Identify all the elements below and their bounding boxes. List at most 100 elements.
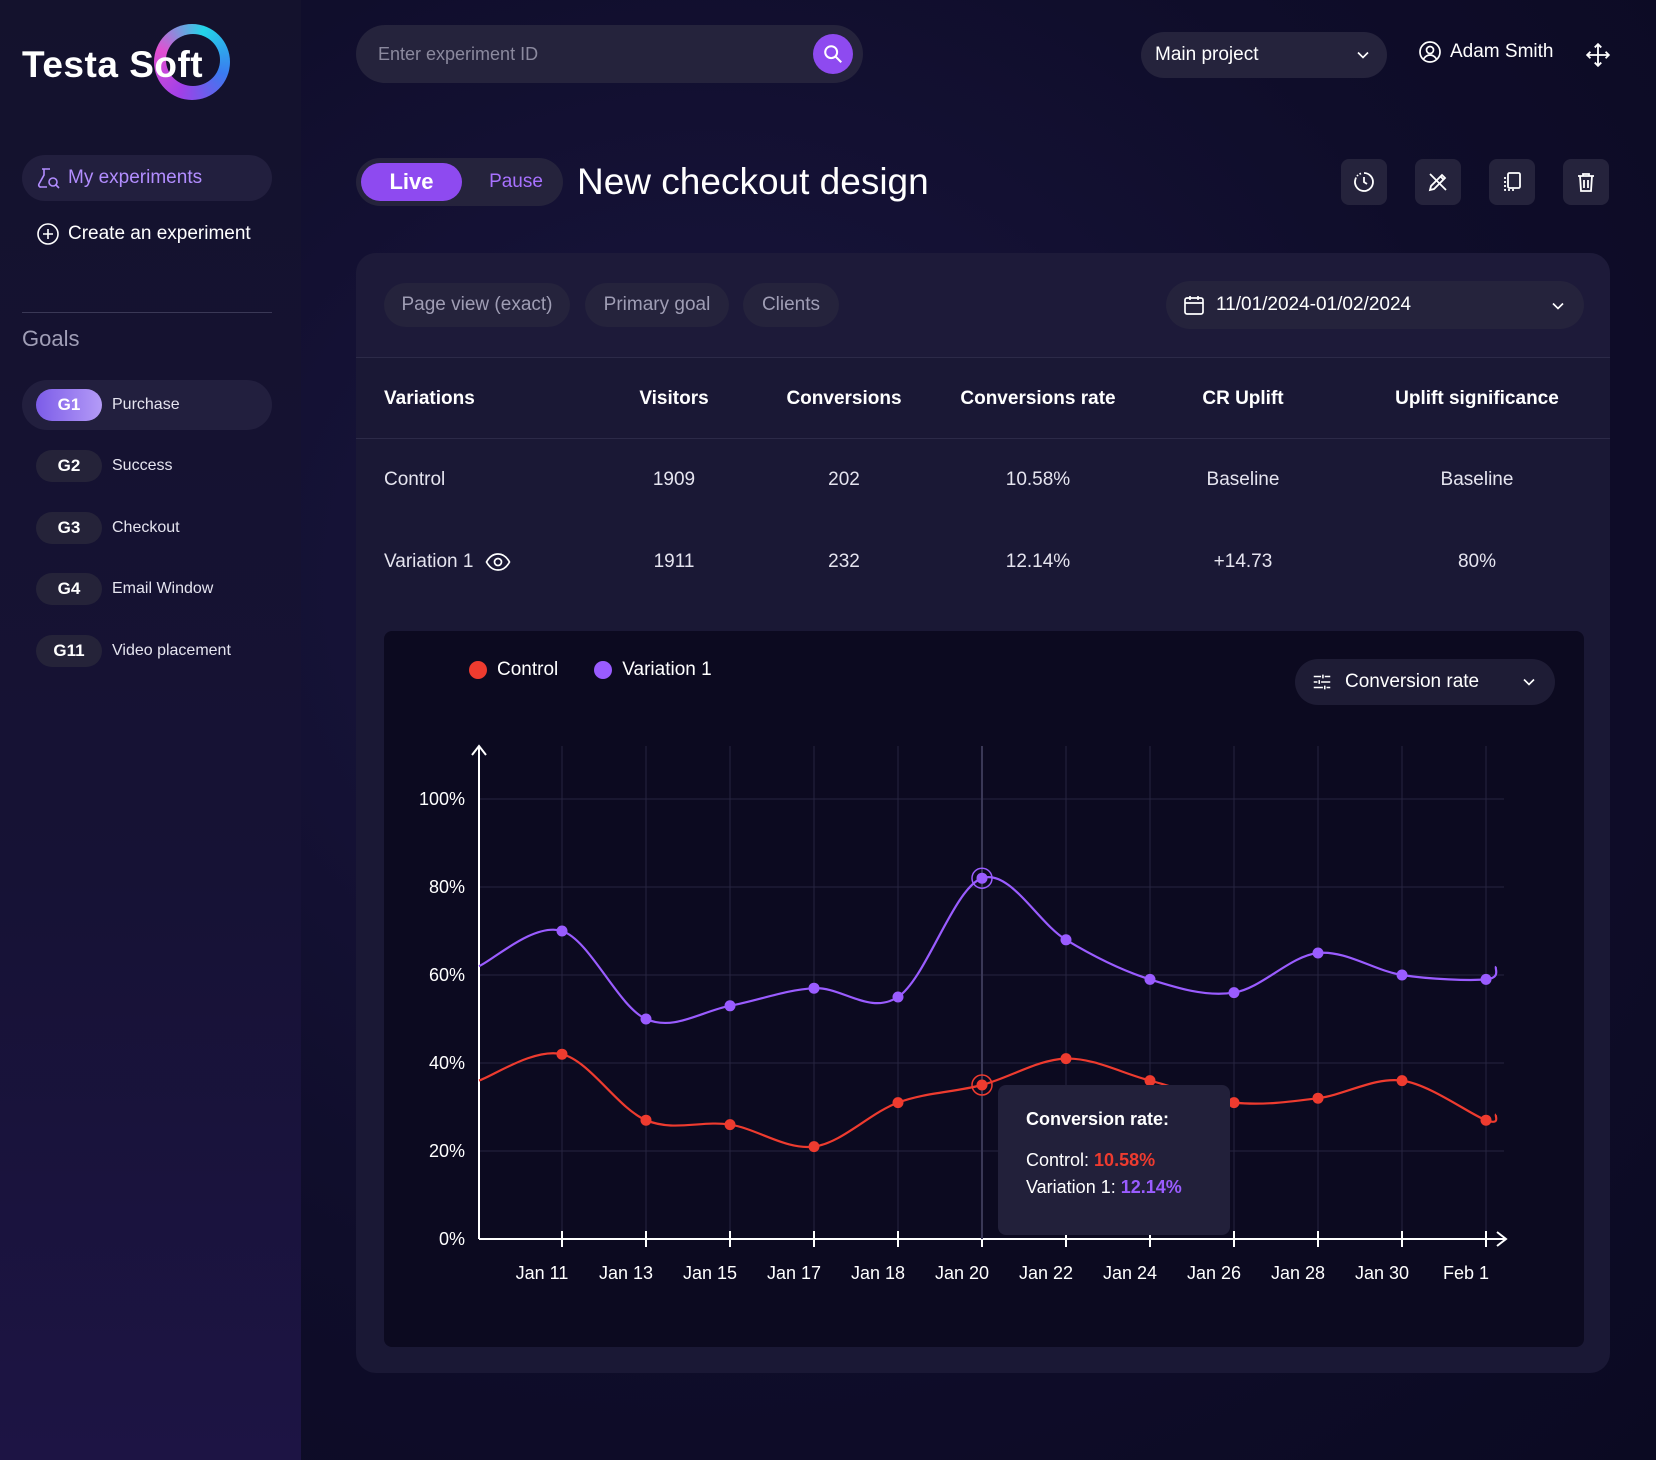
data-point [892,1097,904,1109]
search-input[interactable] [378,43,798,65]
data-point [976,1079,988,1091]
x-tick-label: Jan 26 [1187,1263,1241,1283]
page-title: New checkout design [577,161,929,202]
filter-chip-clients[interactable]: Clients [743,283,839,327]
data-point [1312,1092,1324,1104]
data-point [640,1114,652,1126]
x-tick-label: Jan 15 [683,1263,737,1283]
calendar-icon [1182,293,1206,317]
chart-card: 0% 20% 40% 60% 80% 100% Jan 11 Jan 13 Jan 15 Jan … [384,631,1584,1347]
plus-circle-icon [36,222,60,246]
clock-dashed-icon [1354,172,1374,192]
search-button[interactable] [813,34,853,74]
filter-chip-primary-goal[interactable]: Primary goal [585,283,729,327]
live-toggle-button[interactable]: Live [361,163,462,201]
pause-toggle-button[interactable]: Pause [489,171,543,192]
data-point [1228,987,1240,999]
edit-button[interactable] [1415,159,1461,205]
logo[interactable]: Testa Soft [22,22,242,102]
legend-label: Control [497,659,559,680]
experiments-icon [36,166,60,190]
sliders-icon [1311,671,1333,693]
data-point [1312,947,1324,959]
sidebar: Testa Soft My experiments Create an expe… [0,0,301,1460]
goal-label: Success [112,457,173,474]
variation-name: Control [384,469,446,490]
goal-badge: G11 [36,635,102,667]
goal-item-g4[interactable]: G4 Email Window [22,564,272,614]
project-select[interactable]: Main project [1141,32,1387,78]
y-tick-label: 20% [429,1141,465,1161]
tooltip-control-value: 10.58% [1094,1150,1156,1170]
data-point [1060,1053,1072,1065]
goal-label: Video placement [112,642,231,659]
legend-dot-icon [469,661,487,679]
x-tick-label: Jan 11 [516,1263,569,1283]
data-point [556,1048,568,1060]
goals-title: Goals [22,326,80,351]
filter-chip-page-view[interactable]: Page view (exact) [384,283,570,327]
y-tick-label: 60% [429,965,465,985]
x-tick-label: Jan 13 [599,1263,653,1283]
y-tick-label: 80% [429,877,465,897]
table-row[interactable]: Control 1909 202 10.58% Baseline Baselin… [356,439,1610,521]
legend-dot-icon [594,661,613,679]
nav-create-experiment[interactable]: Create an experiment [22,211,272,257]
data-point [1396,969,1408,981]
uplift-significance-cell: Baseline [1440,469,1514,490]
nav-label: Create an experiment [68,223,251,244]
legend-item-control[interactable]: Control [469,659,558,681]
x-tick-label: Jan 30 [1355,1263,1409,1283]
cr-uplift-cell: Baseline [1206,469,1280,490]
data-point [640,1013,652,1025]
goal-badge: G2 [36,450,102,482]
nav-my-experiments[interactable]: My experiments [22,155,272,201]
goal-item-g3[interactable]: G3 Checkout [22,503,272,553]
move-expand-icon[interactable] [1585,42,1611,73]
data-point [808,1141,820,1153]
tooltip-control-label: Control: [1026,1150,1090,1170]
nav-label: My experiments [68,167,203,188]
data-point [1060,934,1072,946]
goal-item-g1[interactable]: G1 Purchase [22,380,272,430]
data-point [556,925,568,937]
table-row[interactable]: Variation 1 1911 232 12.14% +14.73 80% [356,521,1610,603]
x-tick-label: Jan 24 [1103,1263,1157,1283]
data-point [1144,1075,1156,1087]
conversions-cell: 202 [828,469,860,490]
x-tick-label: Jan 18 [851,1263,905,1283]
data-point [1396,1075,1408,1087]
goal-item-g11[interactable]: G11 Video placement [22,626,272,676]
date-range-value: 11/01/2024-01/02/2024 [1216,294,1412,315]
goal-badge: G3 [36,512,102,544]
chevron-down-icon [1548,296,1568,322]
results-table: Variations Visitors Conversions Conversi… [356,357,1610,603]
delete-button[interactable] [1563,159,1609,205]
metric-select[interactable]: Conversion rate [1295,659,1555,705]
duplicate-button[interactable] [1489,159,1535,205]
metric-select-value: Conversion rate [1345,671,1480,692]
tooltip-variation-value: 12.14% [1120,1177,1182,1197]
uplift-significance-cell: 80% [1457,551,1497,572]
y-tick-label: 100% [419,789,465,809]
status-toggle: Live Pause [356,158,563,206]
data-point [1480,973,1492,985]
goal-item-g2[interactable]: G2 Success [22,441,272,491]
y-axis-arrow-icon [471,744,487,756]
column-header: Conversions [786,388,902,409]
date-range-select[interactable]: 11/01/2024-01/02/2024 [1166,281,1584,329]
eye-icon[interactable] [485,552,511,572]
y-tick-label: 0% [439,1229,465,1249]
legend-item-variation[interactable]: Variation 1 [594,659,712,681]
series-line-variation [478,876,1498,1025]
variation-name: Variation 1 [384,551,474,572]
schedule-button[interactable] [1341,159,1387,205]
chevron-down-icon [1519,672,1539,698]
conversion-rate-chart[interactable]: 0% 20% 40% 60% 80% 100% Jan 11 Jan 13 Jan 15 Jan … [384,631,1584,1347]
data-point [1144,973,1156,985]
chevron-down-icon [1353,45,1373,71]
user-menu[interactable]: Adam Smith [1418,40,1553,64]
chart-tooltip: Conversion rate: Control: 10.58% Variati… [998,1085,1230,1235]
filter-bar: Page view (exact) Primary goal Clients 1… [356,253,1610,357]
visitors-cell: 1911 [653,551,695,572]
